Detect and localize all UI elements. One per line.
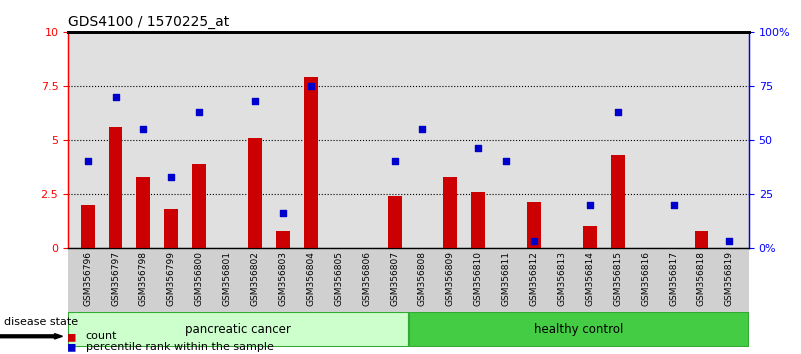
Bar bbox=[471, 192, 485, 248]
Text: GSM356815: GSM356815 bbox=[614, 251, 622, 306]
Point bbox=[165, 174, 178, 179]
Bar bbox=[164, 209, 179, 248]
Text: percentile rank within the sample: percentile rank within the sample bbox=[86, 342, 274, 352]
Text: ■: ■ bbox=[68, 330, 75, 343]
Point bbox=[528, 239, 541, 244]
Bar bbox=[68, 312, 409, 347]
Bar bbox=[409, 312, 749, 347]
Text: GSM356805: GSM356805 bbox=[334, 251, 344, 306]
Point bbox=[583, 202, 596, 207]
Bar bbox=[136, 177, 151, 248]
Text: GSM356801: GSM356801 bbox=[223, 251, 231, 306]
Text: GSM356807: GSM356807 bbox=[390, 251, 399, 306]
Bar bbox=[276, 230, 290, 248]
Text: GSM356808: GSM356808 bbox=[418, 251, 427, 306]
Text: GSM356798: GSM356798 bbox=[139, 251, 148, 306]
Bar bbox=[109, 127, 123, 248]
Point bbox=[667, 202, 680, 207]
Bar bbox=[444, 177, 457, 248]
Bar bbox=[192, 164, 206, 248]
Point bbox=[276, 210, 289, 216]
Text: GSM356803: GSM356803 bbox=[279, 251, 288, 306]
Text: healthy control: healthy control bbox=[534, 323, 623, 336]
Text: disease state: disease state bbox=[4, 317, 78, 327]
Text: GSM356797: GSM356797 bbox=[111, 251, 120, 306]
Point bbox=[388, 159, 401, 164]
Text: GSM356816: GSM356816 bbox=[641, 251, 650, 306]
Text: GSM356817: GSM356817 bbox=[669, 251, 678, 306]
Text: GSM356802: GSM356802 bbox=[251, 251, 260, 306]
Point bbox=[193, 109, 206, 115]
Bar bbox=[527, 202, 541, 248]
Text: ■: ■ bbox=[68, 341, 75, 353]
Point bbox=[109, 94, 122, 99]
Text: GSM356804: GSM356804 bbox=[306, 251, 316, 306]
Text: GSM356799: GSM356799 bbox=[167, 251, 176, 306]
Text: GDS4100 / 1570225_at: GDS4100 / 1570225_at bbox=[68, 16, 229, 29]
Bar bbox=[388, 196, 401, 248]
Bar bbox=[304, 77, 318, 248]
Text: count: count bbox=[86, 331, 117, 341]
Point bbox=[472, 145, 485, 151]
Point bbox=[723, 239, 736, 244]
Text: GSM356811: GSM356811 bbox=[501, 251, 511, 306]
Text: GSM356814: GSM356814 bbox=[586, 251, 594, 306]
Bar bbox=[694, 230, 708, 248]
Point bbox=[500, 159, 513, 164]
Point bbox=[137, 126, 150, 132]
Bar bbox=[611, 155, 625, 248]
Point bbox=[248, 98, 261, 104]
Text: GSM356819: GSM356819 bbox=[725, 251, 734, 306]
Bar bbox=[583, 226, 597, 248]
Text: GSM356796: GSM356796 bbox=[83, 251, 92, 306]
Point bbox=[416, 126, 429, 132]
Text: pancreatic cancer: pancreatic cancer bbox=[185, 323, 292, 336]
Text: GSM356818: GSM356818 bbox=[697, 251, 706, 306]
Text: GSM356800: GSM356800 bbox=[195, 251, 203, 306]
Text: GSM356806: GSM356806 bbox=[362, 251, 371, 306]
Point bbox=[81, 159, 94, 164]
Point bbox=[611, 109, 624, 115]
Text: GSM356809: GSM356809 bbox=[446, 251, 455, 306]
Point bbox=[304, 83, 317, 88]
Text: GSM356813: GSM356813 bbox=[557, 251, 566, 306]
Bar bbox=[81, 205, 95, 248]
Text: GSM356812: GSM356812 bbox=[529, 251, 538, 306]
Bar bbox=[248, 138, 262, 248]
Text: GSM356810: GSM356810 bbox=[473, 251, 483, 306]
